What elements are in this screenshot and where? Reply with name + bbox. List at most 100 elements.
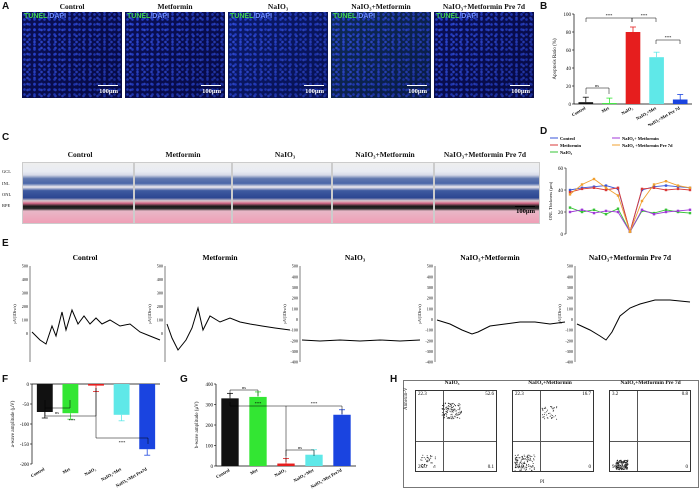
flow-dot xyxy=(549,412,551,414)
data-point xyxy=(604,184,608,187)
flow-dot xyxy=(447,410,449,412)
header-c-control: Control xyxy=(67,150,93,159)
flow-dot xyxy=(533,458,535,460)
flow-dot xyxy=(449,417,451,419)
flow-dot xyxy=(544,418,546,420)
erg-trace-4 xyxy=(576,299,691,341)
data-point xyxy=(664,208,668,211)
quadrant-ll: 25.0 xyxy=(418,465,427,470)
sig-bracket xyxy=(229,402,287,462)
flow-dots xyxy=(420,402,462,468)
scale-bar-label: 100μm xyxy=(202,88,221,95)
flow-dot xyxy=(616,468,618,470)
flow-dot xyxy=(445,413,447,414)
flow-dot xyxy=(524,456,526,457)
flow-dot xyxy=(429,459,431,461)
data-point xyxy=(628,230,632,233)
flow-dot xyxy=(621,466,623,468)
y-axis-label: ONL Thickness (μm) xyxy=(548,181,553,220)
flow-dot xyxy=(526,466,528,468)
sig-label: *** xyxy=(69,418,77,423)
data-point xyxy=(592,186,596,189)
flow-dot xyxy=(526,455,528,457)
flow-dot xyxy=(422,464,423,465)
bar-2 xyxy=(277,463,295,466)
flow-dot xyxy=(615,465,617,467)
flow-dot xyxy=(551,407,553,409)
flow-dot xyxy=(616,460,618,462)
flow-dot xyxy=(626,462,628,463)
flow-dot xyxy=(455,405,456,407)
flow-dot xyxy=(456,415,458,416)
category-label: Control xyxy=(571,105,587,117)
flow-plot-naio3: 22.3 52.6 25.0 0.1 xyxy=(415,390,497,472)
bar-3 xyxy=(649,57,664,104)
panel-letter-f: F xyxy=(2,374,9,385)
flow-dot xyxy=(446,414,448,416)
flow-dot xyxy=(545,407,547,409)
bar-3 xyxy=(305,454,323,466)
flow-dot xyxy=(433,466,435,468)
flow-dot xyxy=(616,466,618,468)
y-tick-label: 20 xyxy=(558,211,564,216)
tunel-label: TUNEL xyxy=(127,13,151,20)
flow-dot xyxy=(522,455,524,457)
category-label: NaIO₃ xyxy=(274,467,288,478)
flow-dot xyxy=(621,461,623,462)
legend-label: Metformin xyxy=(560,143,581,148)
flow-dot xyxy=(515,463,517,465)
erg-tick-label: 300 xyxy=(567,285,573,290)
flow-dot xyxy=(623,464,625,466)
flow-dot xyxy=(553,416,555,418)
erg-tick-label: 500 xyxy=(292,264,298,269)
flow-dot xyxy=(514,454,516,456)
erg-trace-0 xyxy=(31,308,161,345)
flow-dot xyxy=(623,466,625,468)
erg-tick-label: 0 xyxy=(431,317,433,322)
scale-bar-label: 100μm xyxy=(408,88,427,95)
panel-letter-c: C xyxy=(2,132,10,143)
flow-dot xyxy=(524,466,526,468)
scale-bar xyxy=(201,84,221,86)
flow-dot xyxy=(521,458,523,460)
flow-dot xyxy=(446,407,448,409)
data-point xyxy=(568,210,572,214)
legend-label: Control xyxy=(560,136,576,141)
flow-dot xyxy=(448,402,450,404)
flow-dot xyxy=(617,465,619,467)
erg-tick-label: 0 xyxy=(26,331,28,336)
series-line xyxy=(569,187,691,234)
flow-dot xyxy=(515,462,517,464)
flow-dot xyxy=(515,457,517,459)
flow-dot xyxy=(622,463,624,464)
quadrant-ll: 60.0 xyxy=(515,465,524,470)
flow-dot xyxy=(620,459,622,461)
sig-bracket xyxy=(229,389,259,396)
flow-dot xyxy=(448,409,450,411)
flow-dot xyxy=(542,414,543,416)
flow-dot xyxy=(627,460,628,462)
flow-dot xyxy=(427,457,428,459)
flow-dot xyxy=(626,464,628,466)
erg-tick-label: 400 xyxy=(427,274,433,279)
bar-1 xyxy=(249,396,267,466)
flow-dot xyxy=(516,462,518,464)
flow-dot xyxy=(434,466,436,468)
flow-dot xyxy=(623,459,625,461)
data-point xyxy=(604,213,608,216)
quadrant-lr: 0.1 xyxy=(487,465,494,470)
y-tick-label: 60 xyxy=(558,167,564,172)
flow-dot xyxy=(523,463,525,465)
panel-letter-e: E xyxy=(2,238,9,249)
data-point xyxy=(580,187,584,191)
data-point xyxy=(592,177,596,181)
flow-dot xyxy=(625,465,627,467)
flow-dot xyxy=(618,463,620,465)
erg-trace-3 xyxy=(436,319,566,335)
flow-dot xyxy=(619,461,620,463)
flow-dot xyxy=(523,454,525,456)
bar-4 xyxy=(672,99,688,104)
sig-label: ns xyxy=(55,410,59,415)
flow-dot xyxy=(615,467,617,469)
